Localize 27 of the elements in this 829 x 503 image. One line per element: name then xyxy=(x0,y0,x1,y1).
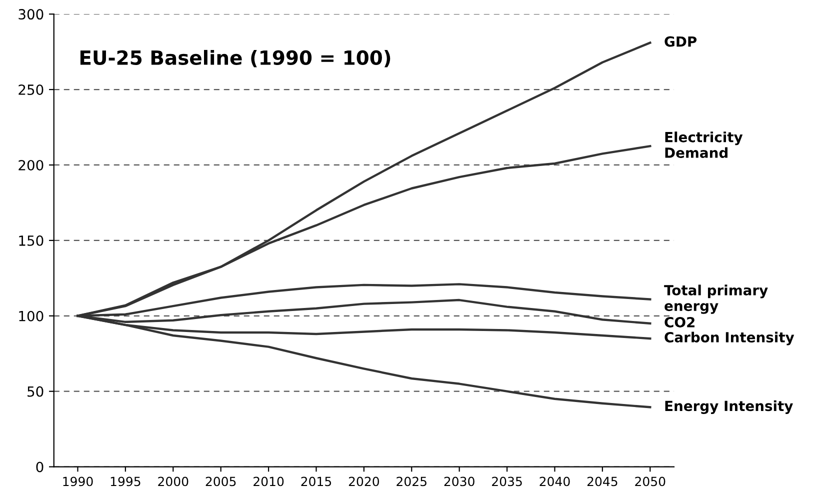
y-tick-label: 0 xyxy=(36,462,44,472)
series-label: Electricity Demand xyxy=(665,132,743,158)
x-tick-label: 2040 xyxy=(540,476,570,486)
x-tick-label: 2005 xyxy=(206,476,236,486)
text: EU-25 Baseline (1990 = 100) xyxy=(80,50,390,68)
y-tick-label: 100 xyxy=(19,310,44,322)
x-tick-label: 2030 xyxy=(444,476,474,486)
y-tick-label: 200 xyxy=(18,160,44,170)
x-tick-label: 2050 xyxy=(635,476,666,486)
x-tick-label: 2020 xyxy=(348,476,380,486)
x-tick-label: 2010 xyxy=(254,476,284,486)
series-label: GDP xyxy=(664,36,697,47)
series-label: CO2 xyxy=(664,316,694,328)
x-tick-label: 1990 xyxy=(63,476,93,486)
x-tick-label: 2015 xyxy=(301,476,332,486)
x-tick-label: 2025 xyxy=(396,476,426,486)
x-tick-label: 2035 xyxy=(492,476,522,486)
x-tick-label: 1995 xyxy=(110,476,140,486)
y-tick-label: 150 xyxy=(19,235,44,246)
y-tick-label: 300 xyxy=(18,9,44,20)
x-tick-label: 2000 xyxy=(158,476,188,486)
y-tick-label: 250 xyxy=(18,84,44,96)
series-label: Total primary energy xyxy=(664,284,768,314)
series-label: Energy Intensity xyxy=(665,400,793,414)
x-tick-label: 2045 xyxy=(587,476,618,486)
y-tick-label: 50 xyxy=(28,386,44,397)
series-label: Carbon Intensity xyxy=(664,332,794,346)
